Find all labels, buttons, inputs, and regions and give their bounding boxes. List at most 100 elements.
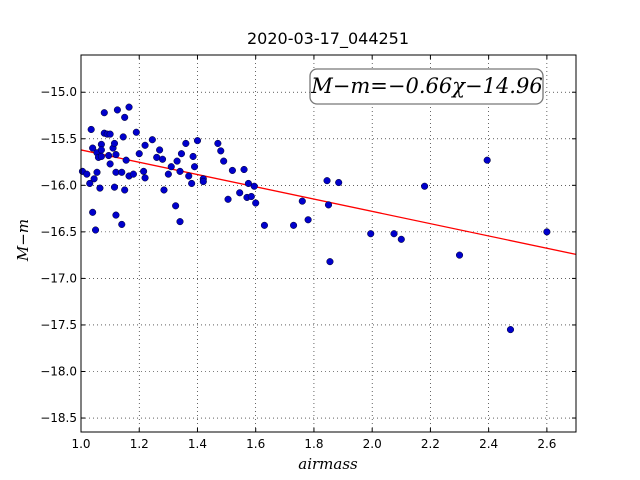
data-point [543,228,551,236]
data-point [176,218,184,226]
data-point [113,106,121,114]
axis-ticks [80,55,576,432]
data-point [156,146,164,154]
x-tick-label: 2.6 [537,437,556,451]
data-point [217,147,225,155]
data-point [236,189,244,197]
x-axis-label: airmass [298,455,358,473]
data-point [121,186,129,194]
y-tick-label: −15.5 [40,132,77,146]
annotation-box: M−m=−0.66χ−14.96 [309,68,544,105]
x-tick-label: 1.2 [130,437,149,451]
data-point [100,109,108,117]
data-point [323,177,331,185]
data-point [298,197,306,205]
data-point [96,184,104,192]
data-point [167,163,175,171]
data-point [185,172,193,180]
data-point [97,146,105,154]
data-point [119,133,127,141]
x-tick-label: 2.4 [479,437,498,451]
y-axis-label: M−m [14,219,32,262]
x-tick-label: 2.0 [363,437,382,451]
x-tick-label: 1.8 [304,437,323,451]
data-point [87,125,95,134]
data-point [173,157,181,165]
y-tick-label: −17.0 [40,271,77,285]
data-point [86,179,94,188]
data-point [252,199,260,207]
data-point [160,186,168,194]
data-point [135,150,143,158]
data-point [177,150,186,158]
data-point [455,251,464,259]
data-point [189,152,197,161]
data-point [110,139,119,147]
fit-equation: M−m=−0.66χ−14.96 [310,74,542,98]
data-point [397,235,405,243]
data-point [132,128,140,136]
data-point [304,216,312,224]
x-tick-label: 2.2 [421,437,440,451]
data-point [148,136,156,144]
y-tick-label: −15.0 [40,85,77,99]
data-point [89,208,97,216]
data-point [240,165,248,174]
data-point [483,156,491,164]
data-point [250,182,258,190]
data-point [141,174,149,182]
y-tick-label: −17.5 [40,318,77,332]
data-point [367,230,375,238]
data-point [106,130,114,138]
data-point [89,144,97,152]
data-point [112,151,120,159]
data-point [112,211,120,219]
data-point [118,168,126,176]
data-point [220,157,228,165]
data-point [421,182,429,190]
data-point [118,220,126,228]
data-point [182,139,190,147]
data-point [129,170,137,178]
y-tick-label: −18.5 [40,411,77,425]
plot-frame [80,54,577,433]
data-point [164,170,172,178]
data-point [324,201,333,209]
data-point [244,179,252,188]
data-point [125,103,133,111]
data-point [140,167,148,175]
data-point [93,168,101,176]
data-point [110,183,119,191]
data-point [224,195,232,203]
data-point [260,221,268,229]
data-point [390,230,398,238]
data-point [247,192,255,201]
x-tick-label: 1.0 [71,437,90,451]
data-point [228,166,236,174]
data-point [121,113,129,121]
y-tick-label: −16.0 [40,178,77,192]
x-tick-label: 1.4 [188,437,207,451]
y-tick-label: −16.5 [40,225,77,239]
data-point [106,160,114,168]
data-point [97,152,105,161]
data-point [90,175,98,183]
data-point [335,178,343,187]
data-point [172,202,180,210]
data-point [199,178,207,186]
data-point [326,258,334,266]
data-point [92,226,100,234]
data-point [176,167,184,175]
data-point [122,156,130,164]
y-tick-label: −18.0 [40,364,77,378]
data-point [191,163,199,171]
x-tick-label: 1.6 [246,437,265,451]
chart-title: 2020-03-17_044251 [247,29,409,49]
data-point [105,151,113,160]
data-point [83,170,91,178]
data-point [188,179,196,188]
data-point [141,141,149,149]
data-point [506,326,515,334]
data-point [193,137,202,145]
